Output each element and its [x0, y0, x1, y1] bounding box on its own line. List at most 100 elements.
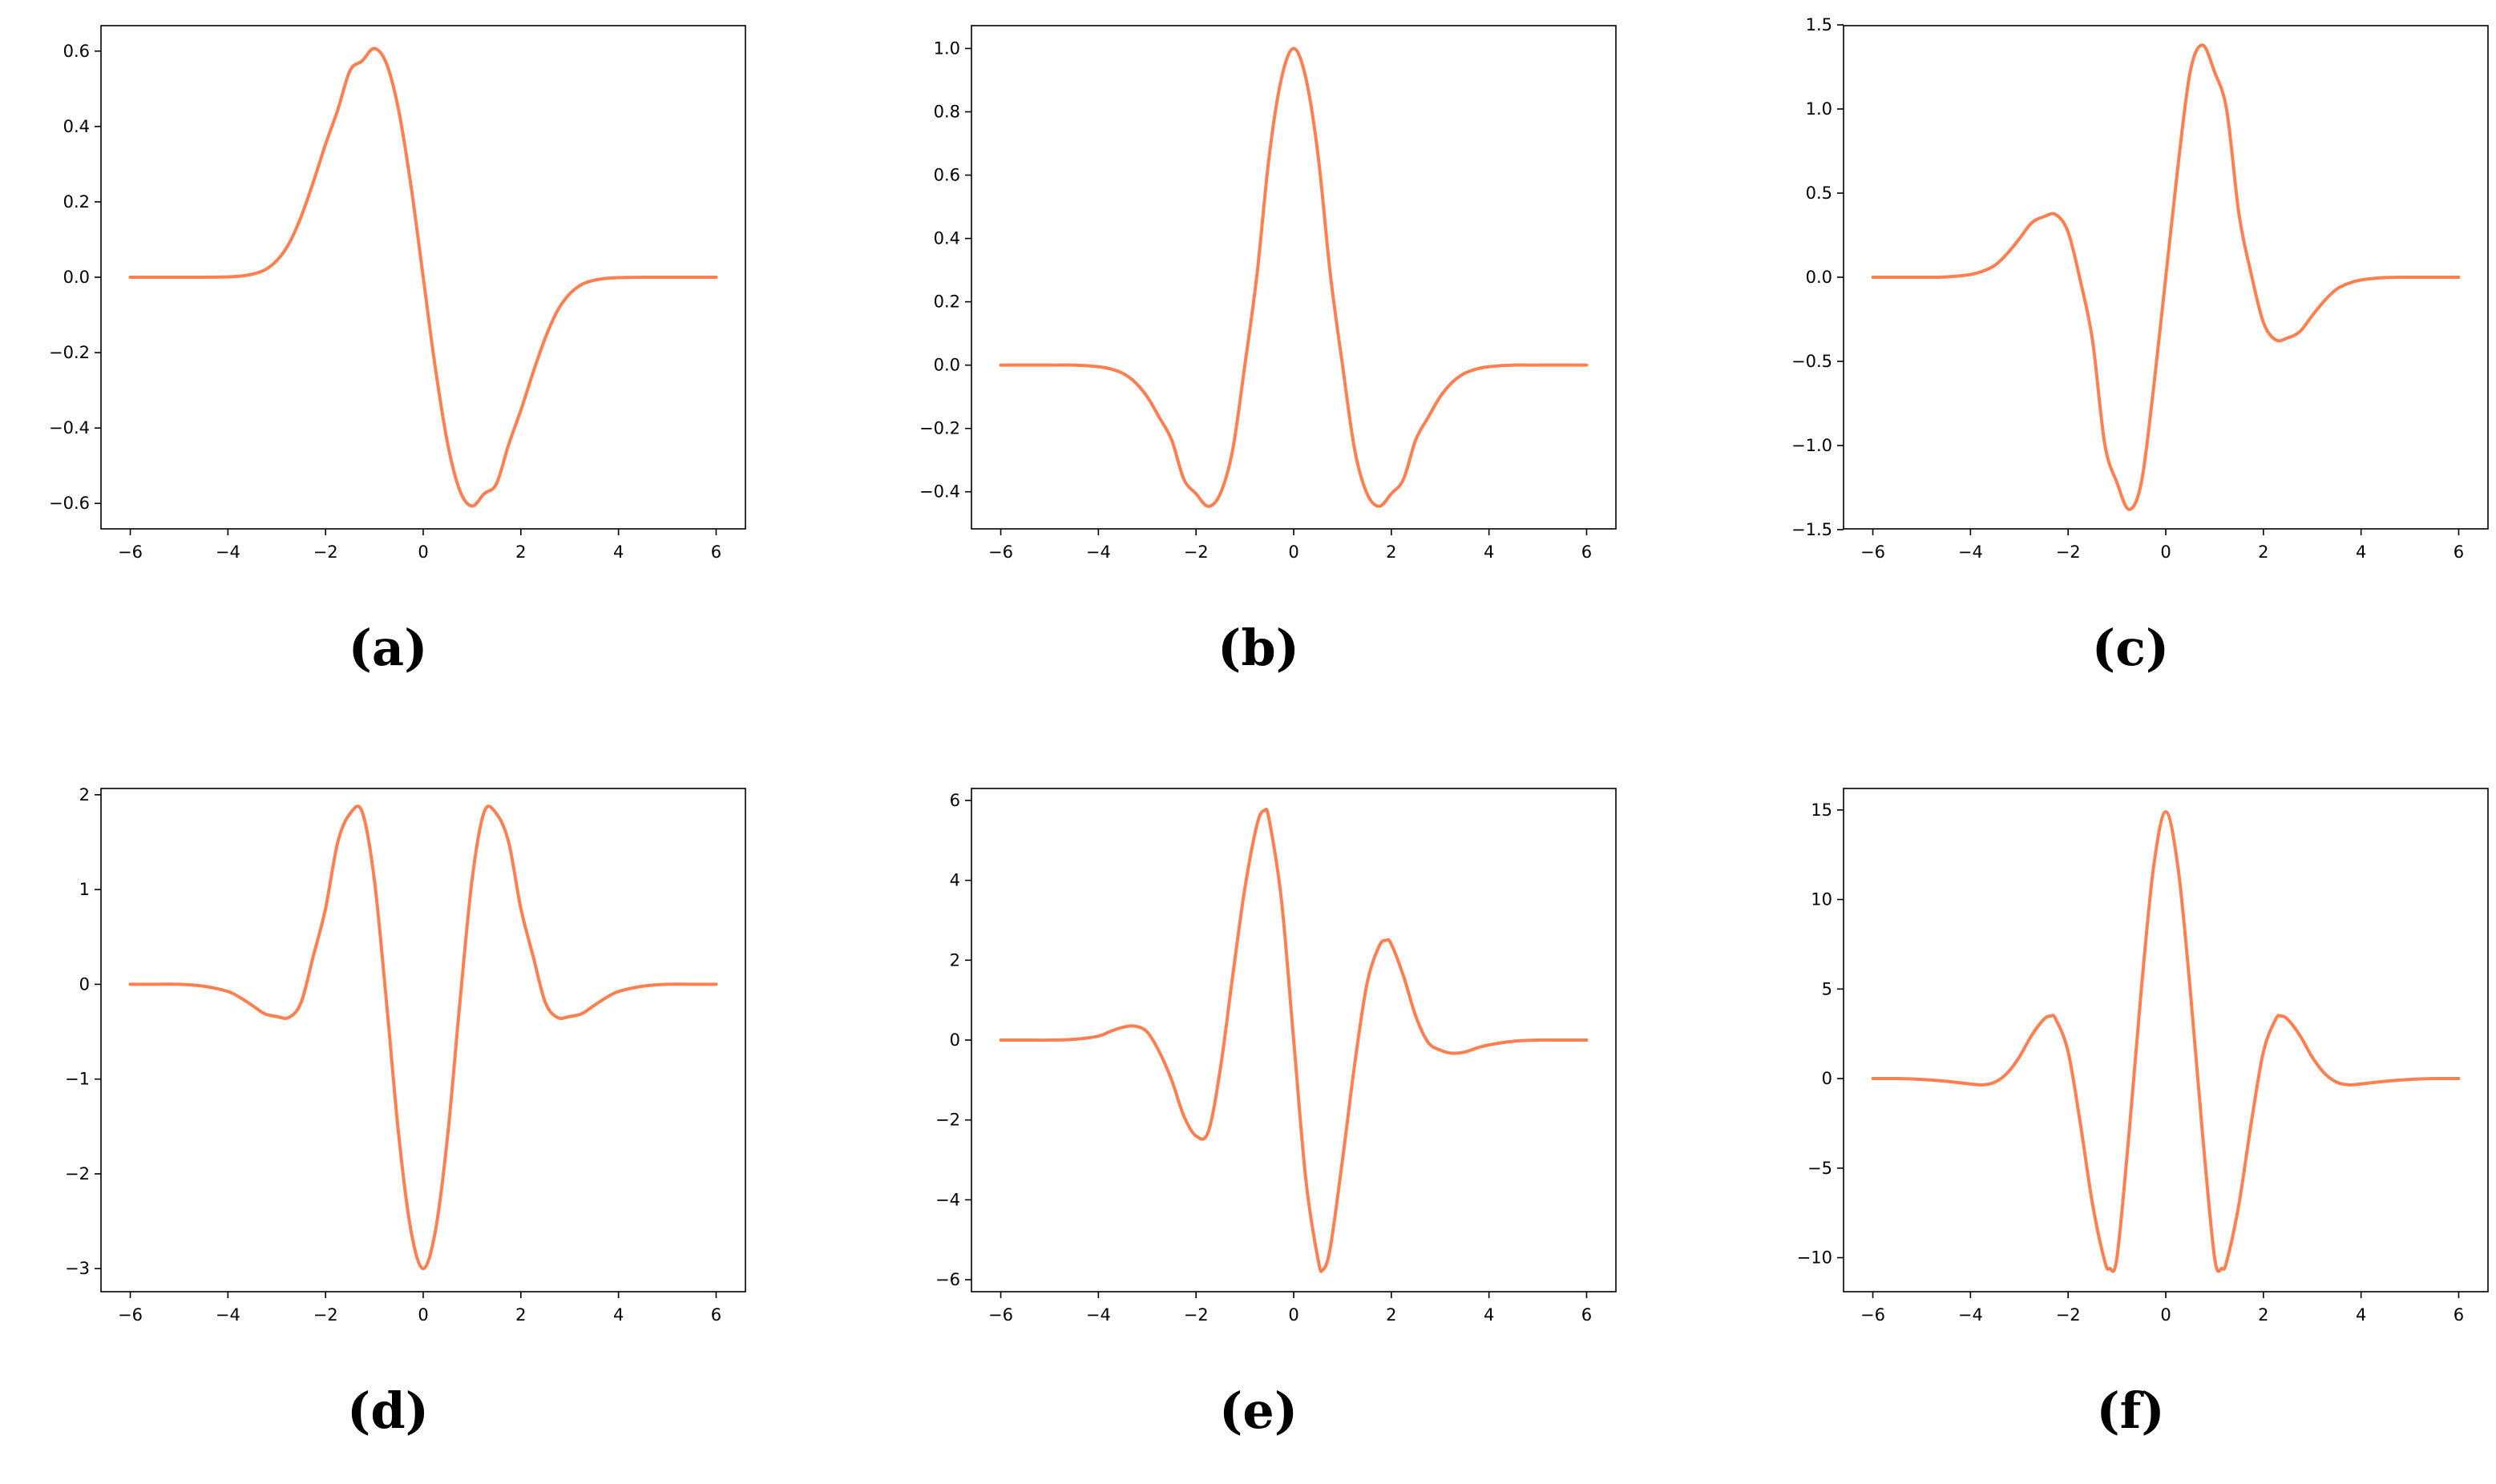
panel-caption: (a)	[349, 619, 428, 677]
chart-panel-5: −6 −4 −2 0 2 4 6 −10 −5 0 5 10 15 (f)	[1797, 788, 2489, 1440]
y-tick-label: 6	[950, 791, 960, 810]
y-tick-label: 0.4	[934, 229, 960, 248]
y-tick-label: 0	[950, 1030, 960, 1050]
chart-panel-2: −6 −4 −2 0 2 4 6 −1.5 −1.0 −0.5 0.0 0.5 1.0 1.5 (c)	[1791, 15, 2489, 677]
x-tick-label: −2	[313, 1305, 338, 1325]
x-tick-label: −4	[216, 542, 240, 562]
y-tick-label: 2	[79, 785, 90, 805]
y-tick-label: 0.6	[934, 166, 960, 185]
x-tick-label: 2	[1386, 542, 1396, 562]
panel-caption: (e)	[1219, 1381, 1298, 1440]
x-tick-label: 0	[1288, 1305, 1298, 1325]
x-tick-label: −4	[1086, 542, 1111, 562]
x-tick-label: 4	[1484, 1305, 1494, 1325]
axes-frame	[100, 788, 746, 1292]
x-tick-label: 0	[418, 1305, 428, 1325]
panel-caption: (f)	[2096, 1381, 2164, 1440]
y-tick-label: −0.5	[1791, 352, 1832, 371]
x-tick-label: 2	[2258, 542, 2268, 562]
x-tick-label: −2	[313, 542, 338, 562]
x-tick-label: 6	[2454, 1305, 2464, 1325]
y-tick-label: 0.2	[934, 292, 960, 312]
y-tick-label: 1.0	[1806, 99, 1832, 119]
y-tick-label: 10	[1811, 890, 1832, 909]
y-tick-label: 4	[950, 871, 960, 890]
x-tick-label: 0	[1288, 542, 1298, 562]
x-tick-label: −6	[988, 1305, 1013, 1325]
x-tick-label: −6	[118, 542, 143, 562]
y-tick-label: −0.2	[49, 343, 90, 362]
x-tick-label: 0	[2160, 542, 2171, 562]
y-tick-label: 1	[79, 880, 90, 899]
x-tick-label: −4	[216, 1305, 240, 1325]
x-tick-label: −6	[988, 542, 1013, 562]
x-tick-label: 4	[2356, 542, 2366, 562]
x-tick-label: −6	[1860, 542, 1885, 562]
y-tick-label: −0.2	[919, 419, 960, 438]
x-tick-label: 4	[2356, 1305, 2366, 1325]
y-tick-label: −4	[935, 1190, 960, 1209]
y-tick-label: 0	[79, 974, 90, 994]
chart-panel-0: −6 −4 −2 0 2 4 6 −0.6 −0.4 −0.2 0.0 0.2 0.4 0.6 (a)	[49, 25, 746, 677]
x-tick-label: −4	[1086, 1305, 1111, 1325]
y-tick-label: −2	[65, 1164, 90, 1184]
y-tick-label: 0.8	[934, 103, 960, 122]
panel-caption: (d)	[347, 1381, 429, 1440]
chart-panel-1: −6 −4 −2 0 2 4 6 −0.4 −0.2 0.0 0.2 0.4 0.6 0.8 1.0 (b)	[919, 25, 1617, 677]
x-tick-label: −4	[1958, 542, 1983, 562]
x-tick-label: 6	[711, 1305, 721, 1325]
y-tick-label: 5	[1822, 979, 1832, 998]
x-tick-label: 6	[1581, 1305, 1592, 1325]
x-tick-label: −2	[1184, 1305, 1209, 1325]
x-tick-label: 6	[1581, 542, 1592, 562]
x-tick-label: −4	[1958, 1305, 1983, 1325]
series-line-0	[999, 46, 1589, 508]
x-tick-label: 4	[613, 1305, 624, 1325]
x-tick-label: −6	[1860, 1305, 1885, 1325]
y-tick-label: 0.2	[63, 192, 90, 212]
x-tick-label: 4	[613, 542, 624, 562]
x-tick-label: 6	[711, 542, 721, 562]
x-tick-label: −2	[2056, 1305, 2081, 1325]
x-tick-label: −2	[2056, 542, 2081, 562]
y-tick-label: 0.0	[63, 268, 90, 287]
x-tick-label: 6	[2454, 542, 2464, 562]
y-tick-label: −5	[1807, 1159, 1832, 1178]
y-tick-label: −3	[65, 1259, 90, 1278]
y-tick-label: −1.5	[1791, 520, 1832, 539]
series-line-0	[999, 808, 1589, 1273]
y-tick-label: −2	[935, 1111, 960, 1130]
series-line-0	[1871, 43, 2461, 511]
y-tick-label: 0.0	[934, 356, 960, 375]
axes-frame	[1843, 788, 2489, 1292]
x-tick-label: 2	[515, 542, 526, 562]
y-tick-label: 0	[1822, 1069, 1832, 1088]
y-tick-label: 0.5	[1806, 183, 1832, 203]
y-tick-label: −6	[935, 1270, 960, 1289]
x-tick-label: 2	[515, 1305, 526, 1325]
x-tick-label: 0	[2160, 1305, 2171, 1325]
chart-panel-4: −6 −4 −2 0 2 4 6 −6 −4 −2 0 2 4 6 (e)	[935, 788, 1617, 1440]
series-line-0	[128, 46, 718, 508]
y-tick-label: −1.0	[1791, 436, 1832, 455]
y-tick-label: −10	[1797, 1248, 1832, 1268]
x-tick-label: 4	[1484, 542, 1494, 562]
y-tick-label: −0.6	[49, 494, 90, 513]
series-line-0	[128, 805, 718, 1271]
y-tick-label: −0.4	[919, 482, 960, 502]
panel-caption: (b)	[1218, 619, 1299, 677]
axes-frame	[971, 25, 1617, 530]
y-tick-label: 2	[950, 950, 960, 970]
y-tick-label: 0.0	[1806, 268, 1832, 287]
y-tick-label: 1.5	[1806, 15, 1832, 34]
x-tick-label: 2	[1386, 1305, 1396, 1325]
x-tick-label: −6	[118, 1305, 143, 1325]
y-tick-label: 15	[1811, 800, 1832, 820]
y-tick-label: −0.4	[49, 418, 90, 438]
series-line-0	[1871, 810, 2461, 1273]
x-tick-label: −2	[1184, 542, 1209, 562]
chart-panel-3: −6 −4 −2 0 2 4 6 −3 −2 −1 0 1 2 (d)	[65, 785, 746, 1440]
x-tick-label: 2	[2258, 1305, 2268, 1325]
x-tick-label: 0	[418, 542, 428, 562]
